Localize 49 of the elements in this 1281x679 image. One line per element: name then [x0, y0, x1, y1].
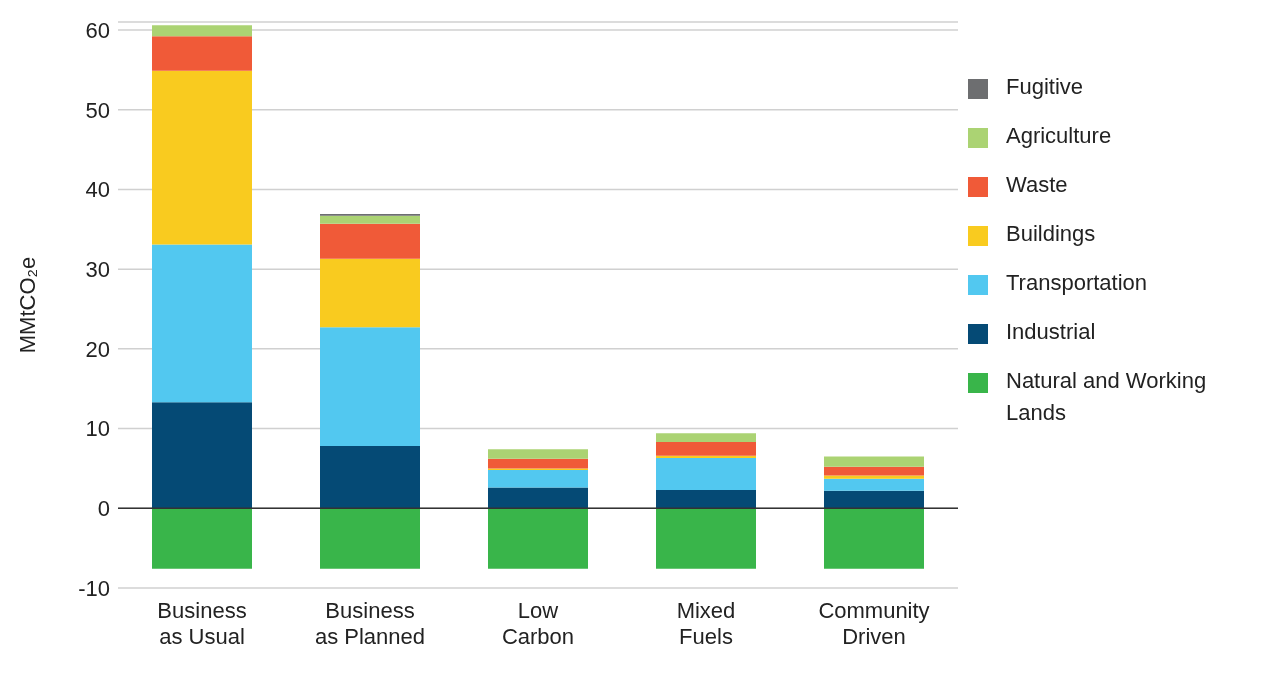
bar	[824, 478, 924, 491]
bar	[656, 458, 756, 490]
bar	[656, 442, 756, 456]
x-tick-label: Mixed Fuels	[676, 598, 736, 649]
legend-label: Industrial	[1006, 318, 1097, 346]
legend-label: Transportation	[1006, 269, 1149, 297]
bar	[824, 490, 924, 509]
legend-label: Agriculture	[1006, 122, 1113, 150]
bar	[656, 433, 756, 443]
x-tick-label: Business as Planned	[314, 598, 426, 649]
legend-label: Waste	[1006, 171, 1069, 199]
bar	[656, 489, 756, 509]
legend-label: Buildings	[1006, 220, 1097, 248]
bar	[152, 70, 252, 245]
legend-label: Natural and Working Lands	[1006, 367, 1208, 427]
bar	[152, 402, 252, 509]
bar	[488, 449, 588, 459]
bar	[320, 215, 420, 224]
y-tick-label: 10	[85, 416, 110, 442]
bar	[824, 475, 924, 479]
y-tick-label: 40	[85, 177, 110, 203]
y-tick-label: 50	[85, 97, 110, 123]
bar	[320, 327, 420, 447]
bar	[656, 508, 756, 569]
x-tick-label: Low Carbon	[501, 598, 575, 649]
bar	[320, 223, 420, 259]
x-tick-label: Business as Usual	[157, 598, 247, 649]
bar	[488, 487, 588, 509]
x-tick-label: Community Driven	[818, 598, 930, 649]
bar	[320, 446, 420, 509]
y-tick-label: 20	[85, 336, 110, 362]
bar	[320, 508, 420, 569]
bar	[320, 258, 420, 328]
bar	[152, 508, 252, 569]
bar	[152, 244, 252, 403]
legend-label: Fugitive	[1006, 73, 1085, 101]
bar	[488, 508, 588, 569]
y-tick-label: -10	[78, 575, 110, 601]
bar	[824, 508, 924, 569]
bar	[152, 25, 252, 37]
y-tick-label: 0	[97, 496, 110, 522]
bar	[824, 456, 924, 467]
y-tick-label: 30	[85, 256, 110, 282]
bar	[824, 466, 924, 476]
bar	[488, 458, 588, 469]
bar	[488, 470, 588, 488]
bar	[152, 36, 252, 71]
y-tick-label: 60	[85, 17, 110, 43]
y-axis-title: MMtCO₂e	[14, 256, 40, 354]
